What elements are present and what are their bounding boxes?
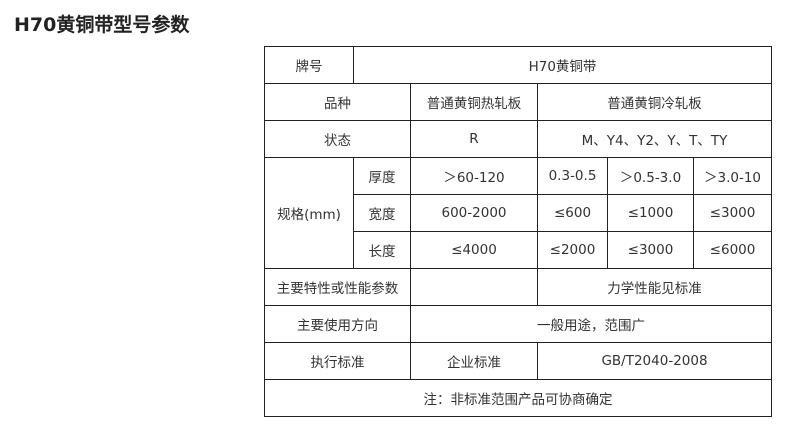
table-row: 状态 R M、Y4、Y2、Y、T、TY <box>264 120 773 158</box>
spec-value: ＞0.5-3.0 <box>607 157 694 195</box>
variety-label: 品种 <box>264 83 411 121</box>
spec-value: 600-2000 <box>410 194 538 232</box>
state-label: 状态 <box>264 120 411 158</box>
note: 注：非标准范围产品可协商确定 <box>263 379 773 417</box>
spec-value: ≤3000 <box>607 231 694 269</box>
spec-value: ＞3.0-10 <box>692 157 773 195</box>
brand-value: H70黄铜带 <box>352 46 773 84</box>
spec-value: 0.3-0.5 <box>537 157 608 195</box>
spec-value: ＞60-120 <box>410 157 538 195</box>
table-row: 宽度 600-2000 ≤600 ≤1000 ≤3000 <box>265 194 773 232</box>
usage-label: 主要使用方向 <box>264 305 411 343</box>
table-row: 长度 ≤4000 ≤2000 ≤3000 ≤6000 <box>265 231 773 269</box>
spec-value: ≤6000 <box>692 231 773 269</box>
page-title: H70黄铜带型号参数 <box>14 14 190 36</box>
standard-cold: GB/T2040-2008 <box>536 342 773 380</box>
variety-cold: 普通黄铜冷轧板 <box>536 83 773 121</box>
property-label: 主要特性或性能参数 <box>264 268 411 306</box>
spec-value: ≤600 <box>537 194 608 232</box>
standard-label: 执行标准 <box>264 342 411 380</box>
standard-hot: 企业标准 <box>410 342 538 380</box>
table-row: 规格(mm) 厚度 ＞60-120 0.3-0.5 ＞0.5-3.0 ＞3.0-… <box>264 157 773 269</box>
table-row: 品种 普通黄铜热轧板 普通黄铜冷轧板 <box>264 83 773 121</box>
table-row: 执行标准 企业标准 GB/T2040-2008 <box>264 342 773 380</box>
variety-hot: 普通黄铜热轧板 <box>410 83 538 121</box>
spec-sub-label: 长度 <box>353 231 411 269</box>
table-row: 注：非标准范围产品可协商确定 <box>263 379 773 417</box>
state-hot: R <box>410 120 538 158</box>
table-row: 主要特性或性能参数 力学性能见标准 <box>264 268 773 306</box>
table-row: 牌号 H70黄铜带 <box>264 46 773 84</box>
spec-value: ≤1000 <box>607 194 694 232</box>
table-row: 主要使用方向 一般用途，范围广 <box>264 305 773 343</box>
usage-value: 一般用途，范围广 <box>409 305 773 343</box>
spec-sub-label: 宽度 <box>353 194 411 232</box>
parameters-table: 牌号 H70黄铜带 品种 普通黄铜热轧板 普通黄铜冷轧板 状态 R M、Y4、Y… <box>263 46 773 417</box>
spec-value: ≤2000 <box>537 231 608 269</box>
spec-value: ≤4000 <box>410 231 538 269</box>
state-cold: M、Y4、Y2、Y、T、TY <box>536 120 773 158</box>
spec-value: ≤3000 <box>692 194 773 232</box>
spec-label: 规格(mm) <box>264 157 354 269</box>
spec-sub-label: 厚度 <box>353 157 411 195</box>
brand-label: 牌号 <box>264 46 354 84</box>
property-cold: 力学性能见标准 <box>536 268 773 306</box>
property-hot <box>410 268 538 306</box>
